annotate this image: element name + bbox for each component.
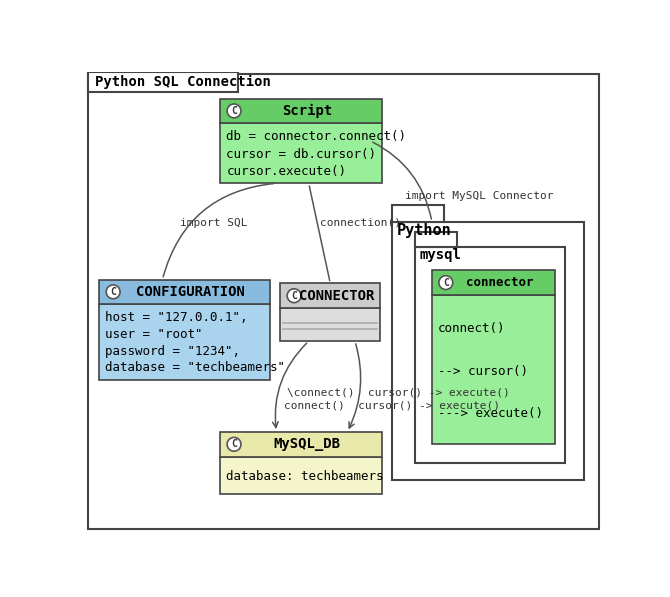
Text: \connect()  cursor() -> execute(): \connect() cursor() -> execute() — [287, 387, 510, 397]
Circle shape — [439, 276, 453, 290]
Text: ---> execute(): ---> execute() — [438, 407, 543, 420]
Bar — [280, 284, 381, 308]
Bar — [415, 232, 458, 247]
Text: C: C — [231, 439, 237, 450]
Text: database: techbeamers: database: techbeamers — [226, 470, 384, 483]
Bar — [99, 279, 270, 304]
Text: user = "root": user = "root" — [105, 328, 203, 341]
Text: CONFIGURATION: CONFIGURATION — [137, 285, 245, 299]
Circle shape — [107, 285, 120, 298]
Bar — [392, 205, 444, 222]
Bar — [220, 432, 382, 457]
Bar — [220, 457, 382, 494]
Text: Script: Script — [282, 104, 332, 118]
Text: C: C — [291, 291, 297, 301]
Text: import SQL: import SQL — [180, 218, 247, 227]
Text: Python SQL Connection: Python SQL Connection — [94, 75, 271, 89]
Text: CONNECTOR: CONNECTOR — [299, 289, 374, 303]
Text: MySQL_DB: MySQL_DB — [273, 438, 340, 451]
Bar — [392, 222, 584, 480]
Bar — [415, 247, 565, 463]
Text: connection(): connection() — [320, 218, 401, 227]
Circle shape — [227, 438, 241, 451]
Text: C: C — [231, 106, 237, 116]
Text: --> cursor(): --> cursor() — [438, 365, 528, 378]
Text: mysql: mysql — [419, 248, 462, 262]
Text: host = "127.0.0.1",: host = "127.0.0.1", — [105, 311, 248, 324]
Bar — [220, 123, 382, 183]
Text: database = "techbeamers": database = "techbeamers" — [105, 361, 285, 374]
Text: db = connector.connect(): db = connector.connect() — [226, 131, 406, 143]
Bar — [88, 72, 238, 92]
Text: cursor.execute(): cursor.execute() — [226, 165, 346, 178]
Text: cursor = db.cursor(): cursor = db.cursor() — [226, 147, 377, 161]
Text: connect(): connect() — [438, 322, 506, 336]
Bar — [99, 304, 270, 380]
Text: C: C — [110, 287, 116, 297]
Bar — [280, 308, 381, 341]
Bar — [432, 270, 555, 295]
Circle shape — [287, 289, 301, 303]
Text: connector: connector — [466, 276, 533, 289]
Bar — [220, 99, 382, 123]
Text: import MySQL Connector: import MySQL Connector — [405, 190, 553, 201]
Text: connect()  cursor() -> execute(): connect() cursor() -> execute() — [284, 401, 500, 411]
Bar — [432, 295, 555, 444]
Text: Python: Python — [397, 223, 452, 238]
Text: C: C — [443, 278, 449, 288]
Text: password = "1234",: password = "1234", — [105, 344, 241, 358]
Circle shape — [227, 104, 241, 118]
